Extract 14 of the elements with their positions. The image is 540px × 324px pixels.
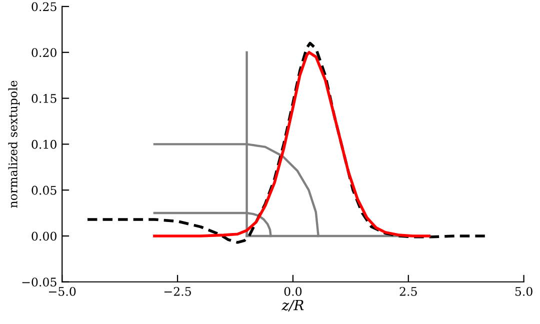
y-axis-title: normalized sextupole (8, 80, 20, 208)
y-tick-label: 0.05 (32, 186, 56, 195)
y-tick-label: 0.15 (32, 94, 56, 103)
x-tick-label: −5.0 (49, 286, 76, 296)
x-tick-label: 5.0 (515, 286, 532, 296)
y-tick-label: 0.00 (32, 232, 56, 241)
y-tick-label: 0.10 (32, 140, 56, 149)
x-tick-label: 0.0 (284, 286, 302, 296)
y-tick-label: −0.05 (22, 278, 56, 287)
x-tick-label: −2.5 (164, 286, 191, 296)
y-tick-label: 0.20 (32, 48, 56, 58)
y-tick-label: 0.25 (32, 2, 56, 12)
x-axis-title: z/R (282, 300, 304, 312)
x-tick-label: 2.5 (400, 286, 417, 296)
